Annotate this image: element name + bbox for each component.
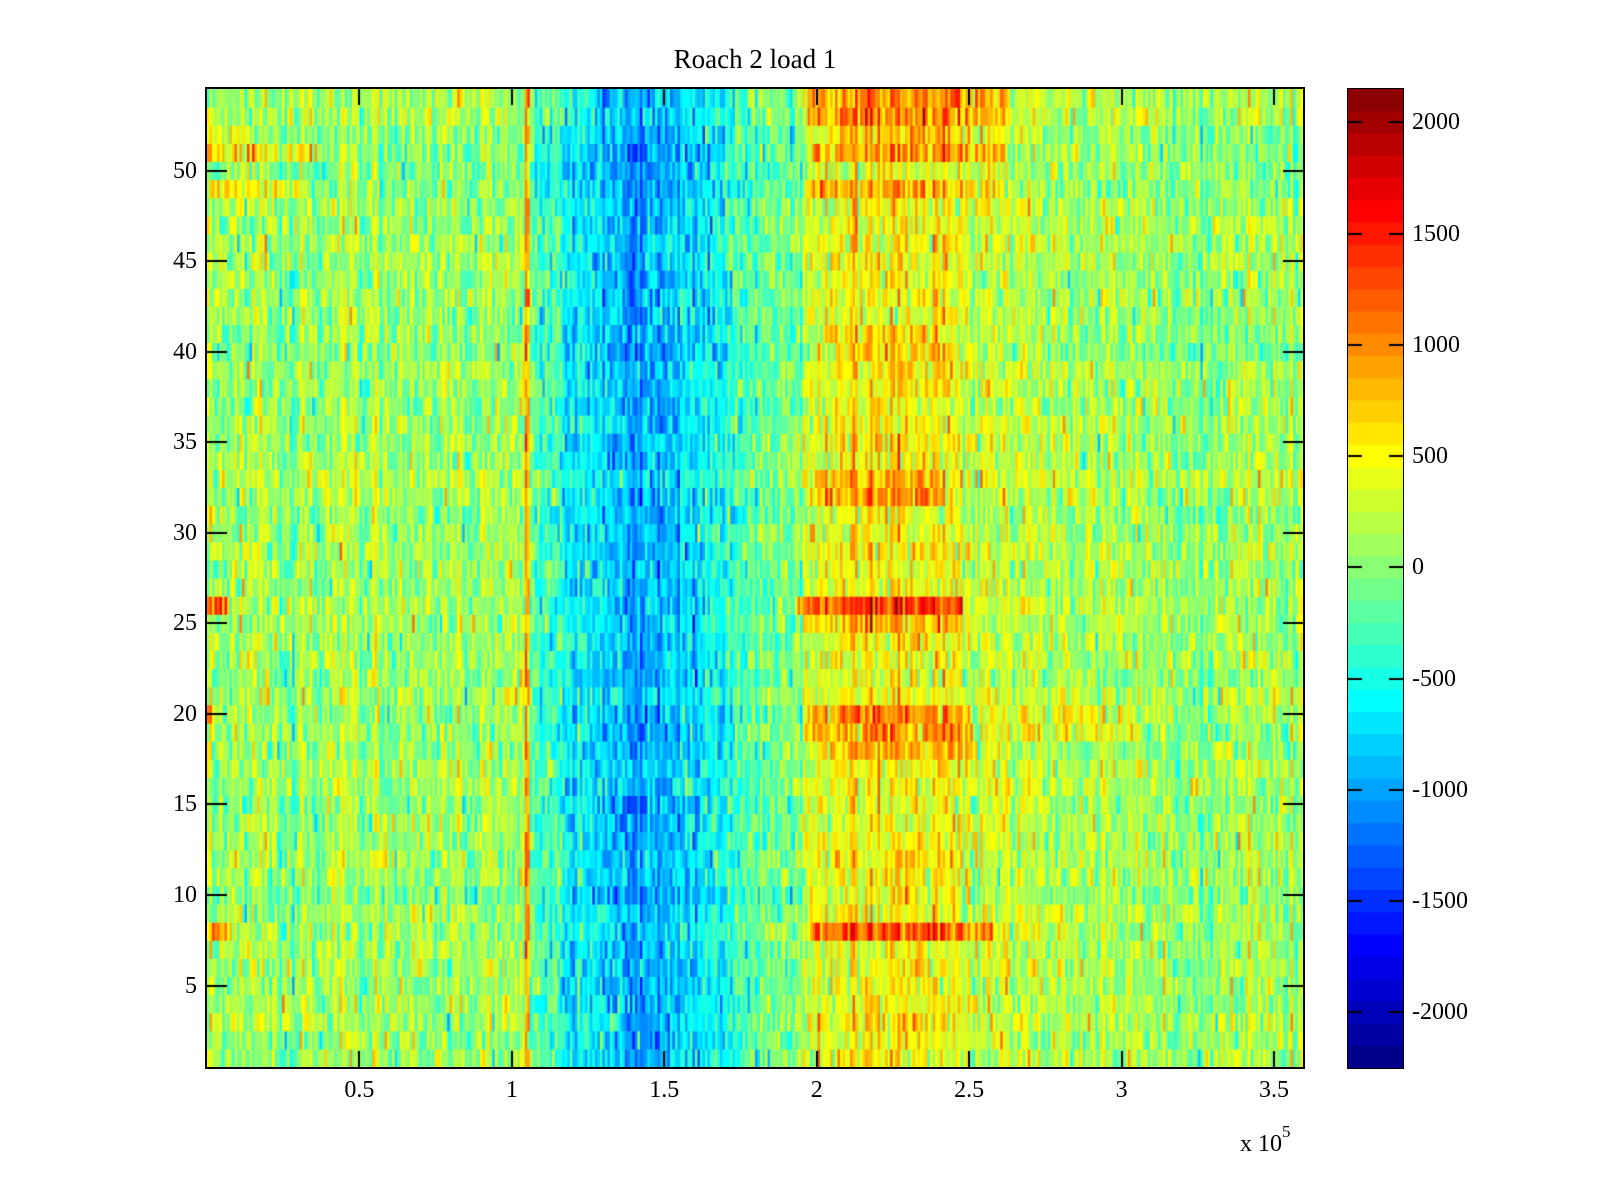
x-tick-label: 2.5 xyxy=(954,1077,985,1103)
multiplier-exponent: 5 xyxy=(1282,1122,1291,1141)
colorbar-tick-label: 1000 xyxy=(1412,331,1460,358)
chart-title: Roach 2 load 1 xyxy=(673,44,837,74)
x-tick-label: 1.5 xyxy=(649,1077,680,1103)
y-tick-label: 30 xyxy=(173,519,197,546)
x-tick-label: 3 xyxy=(1115,1077,1128,1103)
multiplier-base: x 10 xyxy=(1240,1131,1282,1157)
y-tick-label: 40 xyxy=(173,338,197,365)
colorbar-tick-label: 1500 xyxy=(1412,220,1460,247)
y-tick-label: 35 xyxy=(173,429,197,456)
x-tick-label: 3.5 xyxy=(1259,1077,1290,1103)
y-tick-label: 45 xyxy=(173,248,197,275)
colorbar-tick-label: 0 xyxy=(1412,554,1424,581)
x-tick-label: 0.5 xyxy=(344,1077,375,1103)
y-tick-label: 5 xyxy=(185,972,197,999)
colorbar-tick-label: 2000 xyxy=(1412,109,1460,136)
y-tick-label: 10 xyxy=(173,881,197,908)
colorbar-canvas xyxy=(1348,89,1403,1068)
y-tick-label: 20 xyxy=(173,700,197,727)
colorbar-tick-label: -1000 xyxy=(1412,776,1468,803)
x-tick-label: 1 xyxy=(505,1077,518,1103)
colorbar-tick-label: -1500 xyxy=(1412,888,1468,915)
y-tick-label: 15 xyxy=(173,791,197,818)
y-tick-label: 50 xyxy=(173,157,197,184)
colorbar-tick-label: -500 xyxy=(1412,665,1456,692)
y-tick-label: 25 xyxy=(173,610,197,637)
colorbar-tick-label: 500 xyxy=(1412,443,1448,470)
x-tick-label: 2 xyxy=(810,1077,823,1103)
x-axis-multiplier: x 105 xyxy=(1240,1122,1291,1158)
colorbar xyxy=(1347,88,1404,1069)
heatmap-canvas xyxy=(207,89,1303,1067)
colorbar-tick-label: -2000 xyxy=(1412,999,1468,1026)
heatmap-plot xyxy=(205,87,1305,1069)
